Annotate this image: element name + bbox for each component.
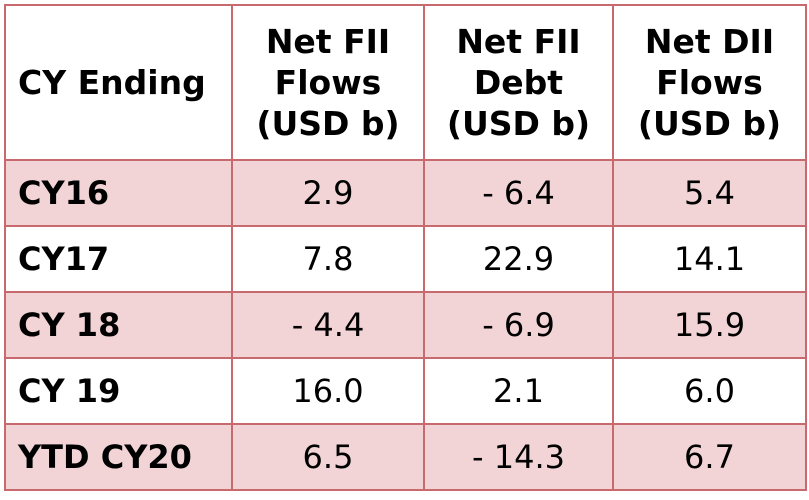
table-row: CY 19 16.0 2.1 6.0 (4, 357, 807, 425)
row-label: CY17 (4, 225, 233, 293)
net-fii-debt-cell: 22.9 (423, 225, 614, 293)
flows-table-container: CY Ending Net FII Flows (USD b) Net FII … (4, 4, 807, 491)
row-label: CY 18 (4, 291, 233, 359)
net-fii-flows-cell: 16.0 (231, 357, 425, 425)
row-label: CY 19 (4, 357, 233, 425)
table-row: CY16 2.9 - 6.4 5.4 (4, 159, 807, 227)
net-dii-flows-cell: 5.4 (612, 159, 807, 227)
net-fii-debt-cell: - 6.4 (423, 159, 614, 227)
net-fii-debt-cell: 2.1 (423, 357, 614, 425)
row-label: CY16 (4, 159, 233, 227)
net-dii-flows-cell: 6.0 (612, 357, 807, 425)
table-row: CY17 7.8 22.9 14.1 (4, 225, 807, 293)
net-dii-flows-cell: 6.7 (612, 423, 807, 491)
net-fii-flows-cell: 7.8 (231, 225, 425, 293)
header-net-dii-flows: Net DII Flows (USD b) (612, 4, 807, 161)
header-net-fii-debt: Net FII Debt (USD b) (423, 4, 614, 161)
header-cy-ending: CY Ending (4, 4, 233, 161)
net-fii-debt-cell: - 14.3 (423, 423, 614, 491)
table-row: CY 18 - 4.4 - 6.9 15.9 (4, 291, 807, 359)
header-row: CY Ending Net FII Flows (USD b) Net FII … (4, 4, 807, 161)
net-fii-flows-cell: 6.5 (231, 423, 425, 491)
net-fii-flows-cell: - 4.4 (231, 291, 425, 359)
flows-table: CY Ending Net FII Flows (USD b) Net FII … (4, 4, 807, 491)
net-dii-flows-cell: 14.1 (612, 225, 807, 293)
header-net-fii-flows: Net FII Flows (USD b) (231, 4, 425, 161)
net-fii-debt-cell: - 6.9 (423, 291, 614, 359)
net-dii-flows-cell: 15.9 (612, 291, 807, 359)
table-row: YTD CY20 6.5 - 14.3 6.7 (4, 423, 807, 491)
row-label: YTD CY20 (4, 423, 233, 491)
net-fii-flows-cell: 2.9 (231, 159, 425, 227)
